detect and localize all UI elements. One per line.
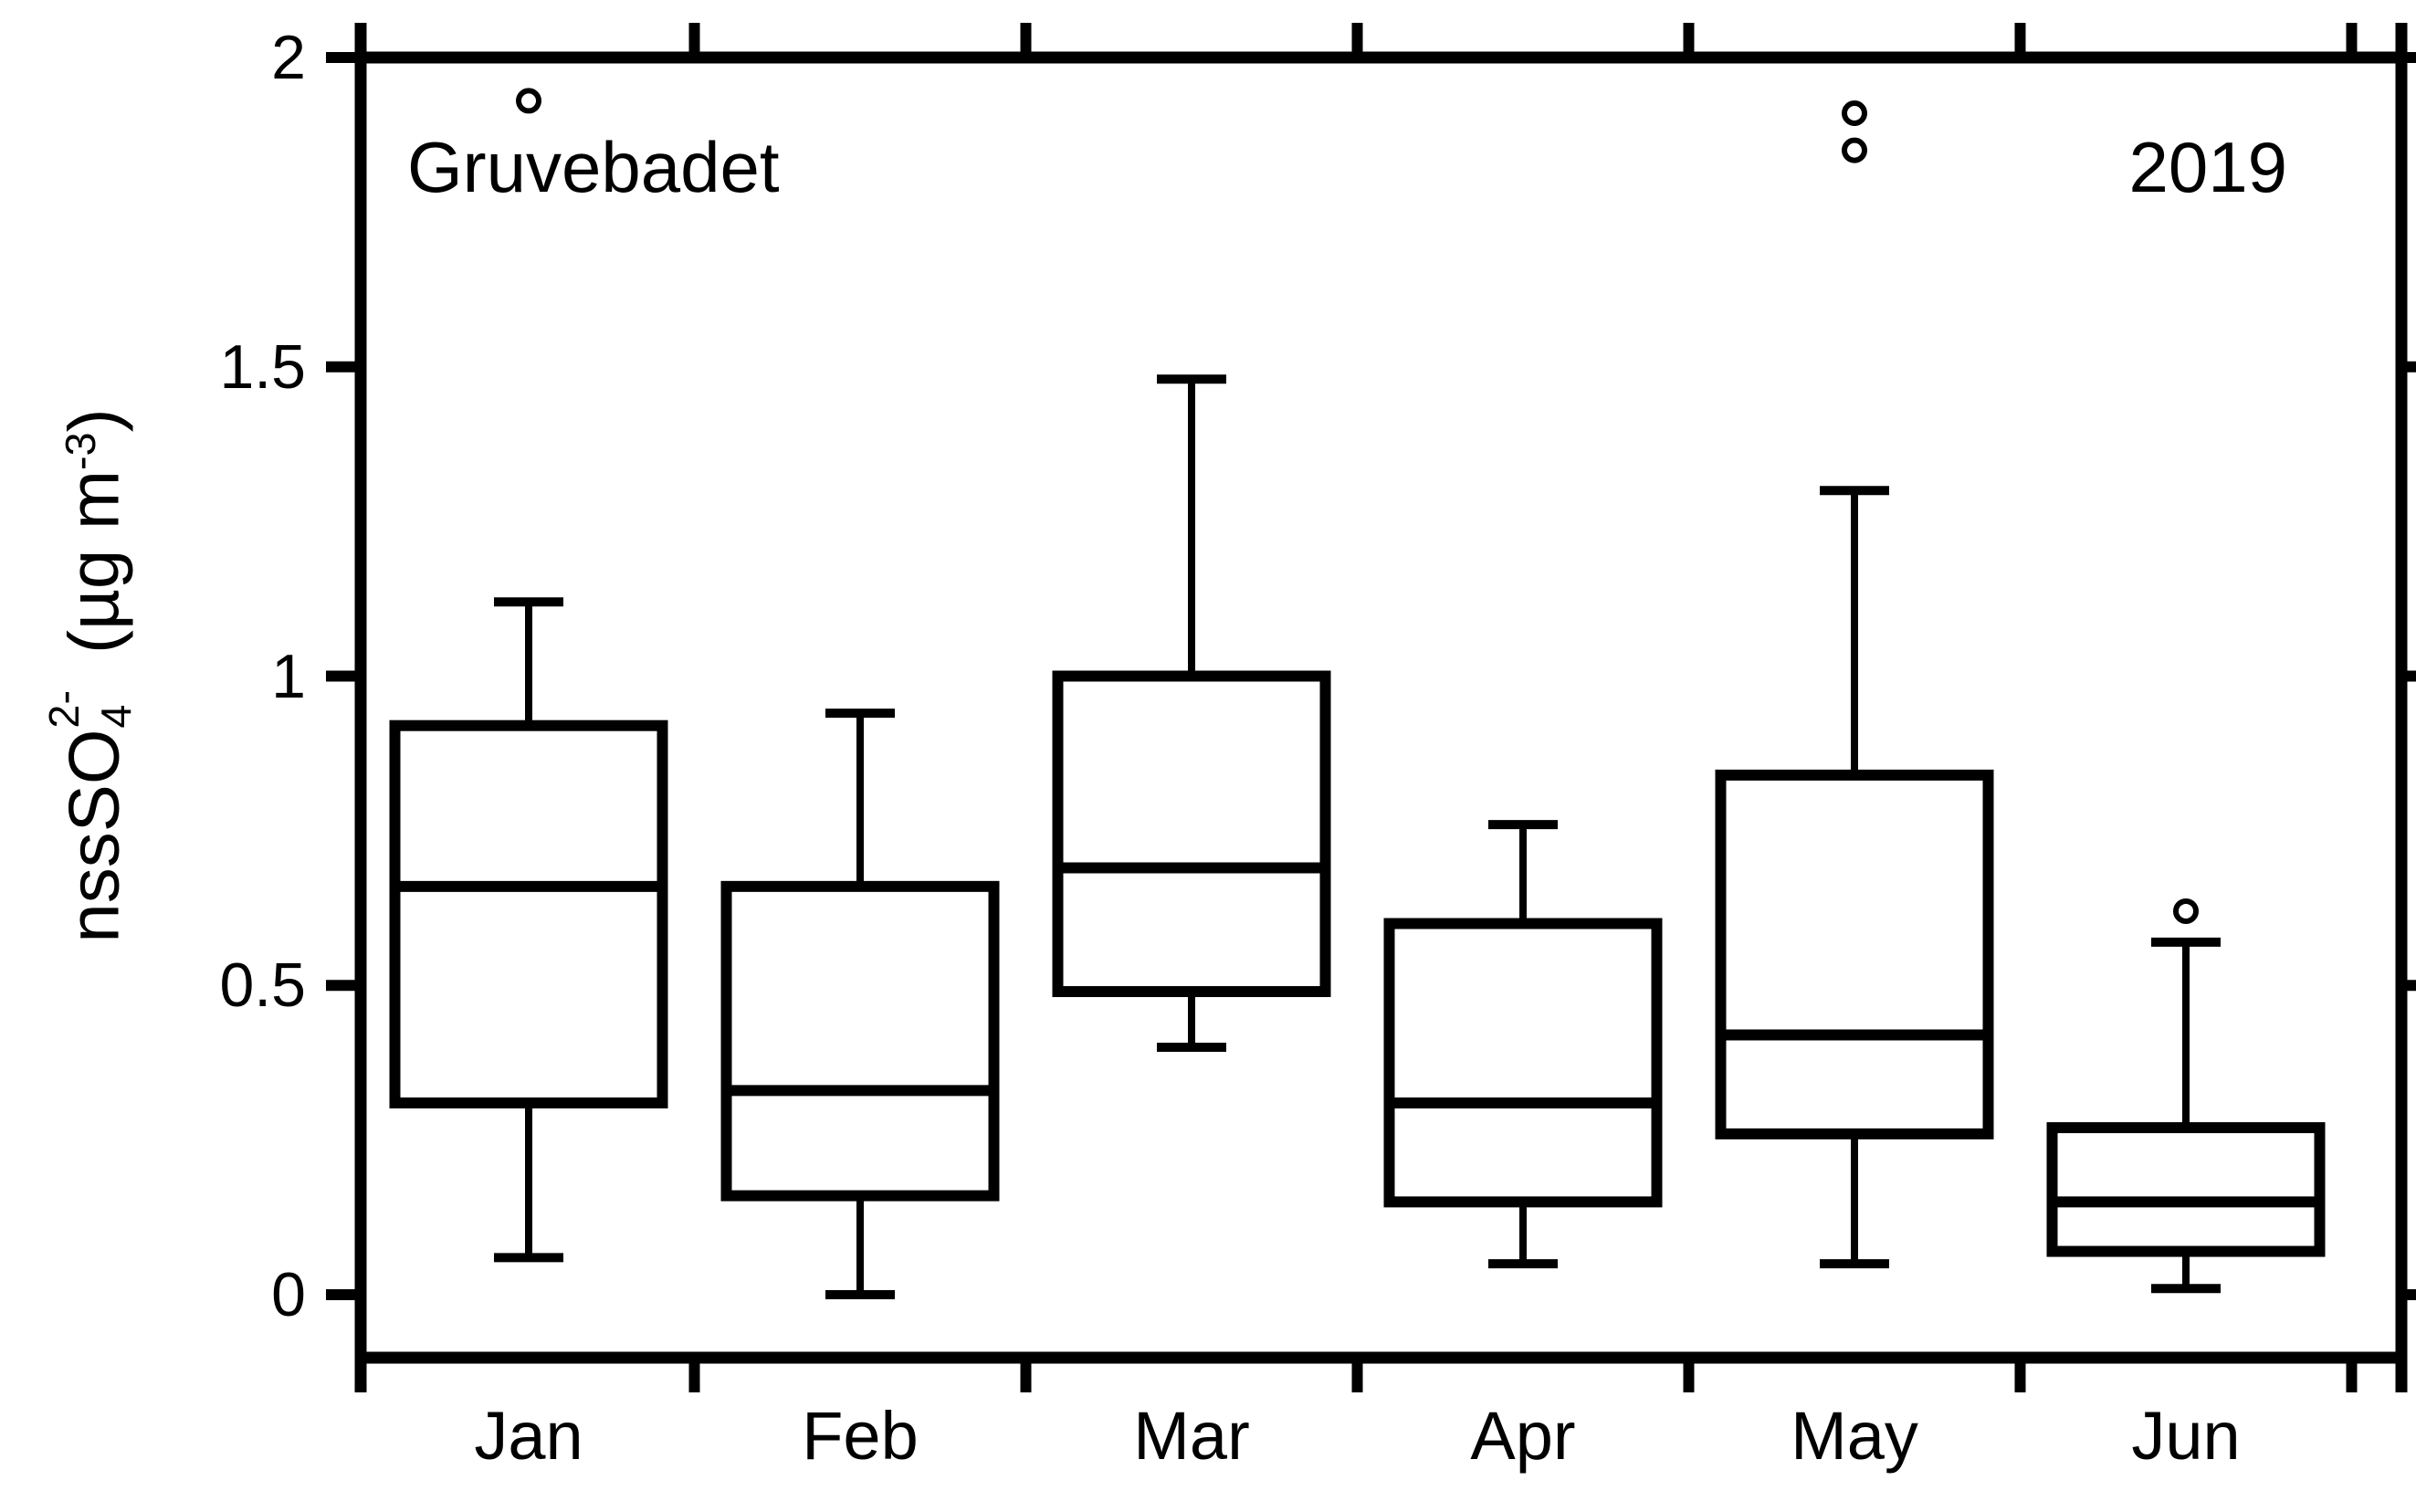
box-mar — [1052, 670, 1331, 998]
box-may — [1715, 769, 1994, 1139]
y-axis-title-exponent: -3 — [57, 432, 104, 471]
plot-frame — [354, 51, 2408, 1364]
outlier-icon-may — [1842, 100, 1867, 126]
station-label: Gruvebadet — [407, 127, 780, 207]
y-tick-label: 2 — [271, 23, 306, 92]
y-tick-label: 1 — [271, 641, 306, 711]
box-apr — [1383, 918, 1663, 1208]
y-axis-title-base: nssSO — [53, 729, 134, 943]
month-label-may: May — [1791, 1398, 1918, 1474]
outlier-icon-jan — [516, 88, 541, 114]
month-label-mar: Mar — [1133, 1398, 1250, 1474]
y-axis-title-close: ) — [53, 408, 134, 433]
y-tick-label: 0.5 — [219, 950, 306, 1021]
month-label-apr: Apr — [1470, 1398, 1576, 1474]
month-label-jan: Jan — [474, 1398, 583, 1474]
month-label-jun: Jun — [2131, 1398, 2241, 1474]
y-axis-title-ion-stack: 2- 4 — [40, 674, 140, 730]
box-jun — [2046, 1122, 2326, 1257]
y-tick-label: 0 — [271, 1260, 306, 1329]
y-tick-label: 1.5 — [219, 331, 306, 402]
box-feb — [720, 880, 1000, 1202]
box-jan — [389, 719, 668, 1108]
month-label-feb: Feb — [802, 1398, 919, 1474]
year-label: 2019 — [2128, 127, 2287, 207]
outlier-icon-may — [1842, 137, 1867, 163]
outlier-icon-jun — [2173, 898, 2199, 924]
